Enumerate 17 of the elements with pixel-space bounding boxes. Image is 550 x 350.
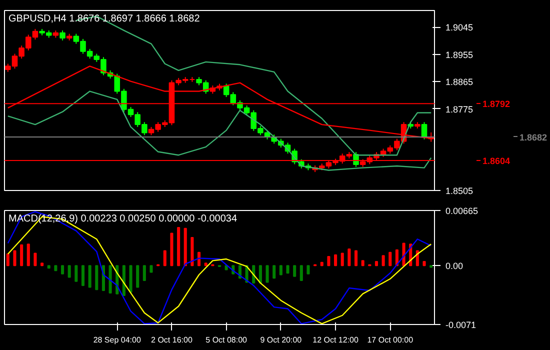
ref-line-label: 1.8792	[482, 99, 510, 110]
y-tick-label: 1.8775	[446, 104, 474, 114]
x-tick-label: 12 Oct 12:00	[312, 336, 359, 344]
y-tick-label: 1.8955	[446, 50, 474, 60]
y-tick-label: 1.8865	[446, 77, 474, 88]
y-tick-label: 1.9045	[446, 22, 474, 33]
x-tick-label: 9 Oct 20:00	[260, 336, 302, 344]
x-tick-label: 17 Oct 00:00	[367, 336, 414, 344]
x-tick-label: 2 Oct 16:00	[151, 336, 193, 344]
ref-line-label: 1.8682	[520, 132, 548, 142]
x-tick-label: 28 Sep 04:00	[93, 336, 142, 344]
ref-line-label: 1.8604	[482, 156, 510, 166]
y-tick-label: 0.00	[446, 261, 464, 272]
y-tick-label: 1.8505	[446, 186, 474, 196]
y-tick-label: 0.00665	[446, 206, 478, 216]
y-tick-label: -0.0071	[446, 320, 476, 330]
x-tick-label: 5 Oct 08:00	[206, 336, 248, 344]
